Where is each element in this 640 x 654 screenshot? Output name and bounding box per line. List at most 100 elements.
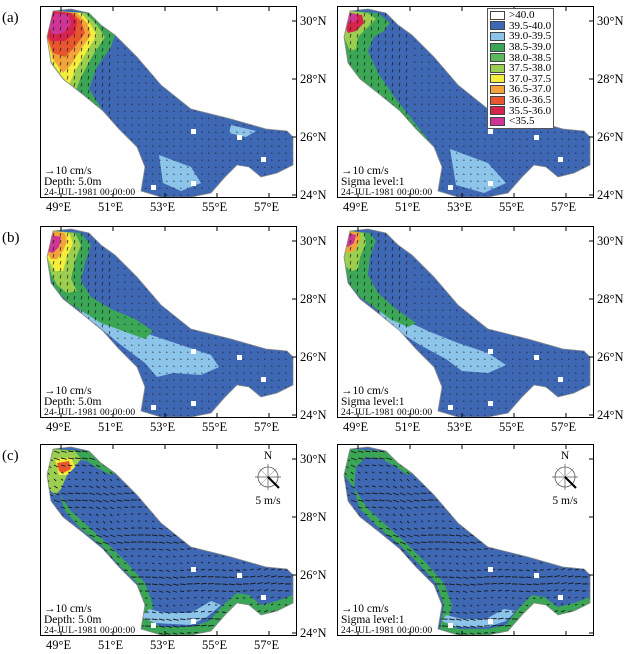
layer-label: Depth: 5.0m: [44, 614, 102, 626]
island: [448, 185, 453, 190]
lon-tick-label: 51°E: [98, 638, 124, 652]
wind-scale-label: 5 m/s: [255, 495, 281, 507]
lon-tick-label: 55°E: [499, 420, 525, 434]
lat-tick-label: 26°N: [597, 350, 624, 364]
layer-label: Depth: 5.0m: [44, 396, 102, 408]
wind-scale-label: 5 m/s: [552, 495, 578, 507]
legend-swatch: [490, 63, 505, 73]
legend-label: 35.5-36.0: [509, 104, 552, 117]
lon-tick-label: 51°E: [98, 420, 124, 434]
arrow-scale-label: →10 cm/s: [341, 385, 389, 397]
compass-north-label: N: [560, 450, 570, 462]
row-label: (a): [2, 10, 19, 26]
legend-swatch: [490, 116, 505, 126]
island: [558, 157, 563, 162]
salinity-map: [41, 227, 296, 417]
date-label: 24-JUL-1981 00:00:00: [44, 188, 136, 198]
map-frame: [40, 6, 297, 198]
date-label: 24-JUL-1981 00:00:00: [44, 626, 136, 636]
island: [448, 623, 453, 628]
lon-tick-label: 51°E: [98, 200, 124, 214]
panel-info: →10 cm/s Depth: 5.0m 24-JUL-1981 00:00:00: [44, 385, 136, 419]
lon-tick-label: 53°E: [150, 200, 176, 214]
sea-area: [47, 9, 293, 197]
coastline: [343, 228, 591, 417]
panel-info: →10 cm/s Depth: 5.0m 24-JUL-1981 00:00:00: [44, 603, 136, 637]
legend-entry: 36.0-36.5: [490, 94, 551, 106]
lon-tick-label: 51°E: [395, 420, 421, 434]
layer-label: Sigma level:1: [341, 176, 405, 188]
lat-tick-label: 24°N: [300, 408, 327, 422]
legend-swatch: [490, 10, 505, 20]
arrow-scale-label: →10 cm/s: [341, 165, 389, 177]
lon-tick-label: 55°E: [202, 420, 228, 434]
date-label: 24-JUL-1981 00:00:00: [341, 626, 433, 636]
coastline: [46, 8, 294, 197]
salinity-zone: [344, 231, 416, 327]
salinity-zone: [57, 461, 71, 473]
row-label: (c): [2, 448, 19, 464]
lat-tick-label: 28°N: [597, 292, 624, 306]
lat-tick-label: 30°N: [300, 234, 327, 248]
lon-tick-label: 49°E: [46, 420, 72, 434]
legend-swatch: [490, 31, 505, 41]
salinity-map: [338, 445, 593, 635]
legend-swatch: [490, 21, 505, 31]
row-label: (b): [2, 230, 20, 246]
panel-info: →10 cm/s Sigma level:1 24-JUL-1981 00:00:0…: [341, 603, 433, 637]
island: [191, 129, 196, 134]
island: [488, 401, 493, 406]
island: [237, 355, 242, 360]
salinity-legend: >40.0 39.5-40.0 39.0-39.5 38.5-39.0 38.0-38.…: [487, 8, 555, 129]
panel-info: →10 cm/s Sigma level:1 24-JUL-1981 00:00:0…: [341, 385, 432, 419]
lon-tick-label: 57°E: [254, 200, 280, 214]
map-frame: [40, 226, 297, 418]
legend-entry: 38.0-38.5: [490, 51, 552, 64]
compass-rose: N 5 m/s: [251, 450, 285, 507]
coastline: [343, 446, 591, 635]
lat-tick-label: 30°N: [300, 14, 327, 28]
lat-tick-label: 28°N: [300, 510, 327, 524]
island: [151, 623, 156, 628]
island: [534, 135, 539, 140]
layer-label: Sigma level:1: [341, 614, 405, 626]
compass-rose: N 5 m/s: [548, 450, 582, 507]
coastline: [46, 228, 294, 417]
lat-tick-label: 26°N: [300, 350, 327, 364]
salinity-zone: [442, 609, 516, 627]
lon-tick-label: 53°E: [150, 638, 176, 652]
legend-label: <35.5: [509, 115, 535, 128]
island: [261, 595, 266, 600]
sea-area: [47, 229, 293, 417]
island: [534, 573, 539, 578]
legend-label: >40.0: [509, 9, 535, 22]
lat-tick-label: 28°N: [300, 292, 327, 306]
island: [261, 157, 266, 162]
lon-tick-label: 49°E: [46, 638, 72, 652]
sea-area: [344, 447, 590, 635]
lat-tick-label: 26°N: [597, 130, 624, 144]
date-label: 24-JUL-1981 00:00:00: [44, 408, 136, 418]
island: [488, 567, 493, 572]
island: [534, 355, 539, 360]
island: [448, 405, 453, 410]
island: [558, 595, 563, 600]
lon-tick-label: 57°E: [254, 420, 280, 434]
lon-tick-label: 49°E: [343, 420, 369, 434]
lon-tick-label: 49°E: [46, 200, 72, 214]
lat-tick-label: 24°N: [597, 188, 624, 202]
legend-swatch: [490, 106, 505, 116]
salinity-map: [41, 445, 296, 635]
legend-entry: 37.0-37.5: [490, 73, 551, 85]
island: [261, 377, 266, 382]
lat-tick-label: 26°N: [300, 568, 327, 582]
island: [191, 181, 196, 186]
lat-tick-label: 30°N: [597, 234, 624, 248]
lon-tick-label: 55°E: [202, 638, 228, 652]
legend-label: 38.0-38.5: [509, 51, 552, 64]
lat-tick-label: 28°N: [597, 72, 624, 86]
arrow-scale-label: →10 cm/s: [341, 603, 389, 615]
salinity-map: [41, 7, 296, 197]
arrow-scale-label: →10 cm/s: [44, 603, 92, 615]
island: [558, 377, 563, 382]
